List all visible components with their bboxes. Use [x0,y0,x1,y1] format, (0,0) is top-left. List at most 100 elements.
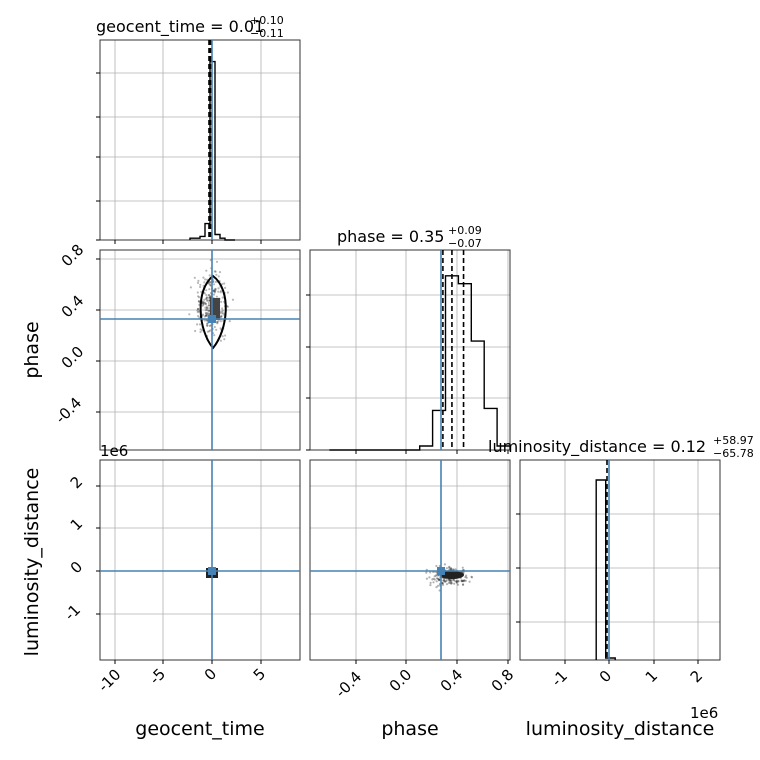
sample-point [196,309,199,312]
title-geocent-time-plus: +0.10 [250,14,284,27]
sample-point [207,310,210,313]
sample-point [203,319,206,322]
sample-point [207,313,210,316]
sample-point [199,283,202,286]
sample-point [215,328,218,331]
sample-point [188,313,191,316]
sample-point [455,580,458,583]
sample-point [206,324,209,327]
truth-point-ld-geocent [208,567,216,575]
sample-point [462,580,465,583]
sample-point [207,301,210,305]
sample-point [214,288,217,291]
yticks-ld-vs-geocent [96,485,100,615]
sample-point [450,582,453,585]
sample-point [443,579,446,582]
sample-point [197,295,200,298]
frame-phase-hist [309,249,511,451]
sample-point [460,580,463,583]
title-geocent-time-minus: −0.11 [250,27,284,40]
sample-point [196,307,199,311]
sample-point [429,571,432,574]
sample-point [432,581,435,584]
sample-point [221,296,224,299]
grid-phase-hist [310,250,510,450]
sample-point [464,576,467,579]
title-luminosity-distance: luminosity_distance = 0.12 [488,437,706,457]
sample-point [201,314,204,317]
ytick-phase-0.4: 0.4 [58,292,88,322]
offset-label-ld-y: 1e6 [100,442,128,460]
xtick-phase--0.4: -0.4 [332,668,365,701]
xtick-ld-2: 2 [687,667,706,686]
offset-label-ld-x: 1e6 [690,704,718,722]
sample-point [223,338,226,341]
sample-point [216,322,219,325]
sample-point [468,580,471,583]
sample-point [206,330,209,333]
sample-point [448,579,451,583]
sample-point [197,300,200,303]
sample-point [220,310,223,313]
histogram-phase [329,275,511,451]
sample-point [213,334,216,337]
sample-point [214,287,217,290]
yticks-geocent-time-hist [96,72,100,241]
sample-point [436,577,439,580]
sample-point [453,579,456,582]
sample-point [217,287,220,290]
truth-point-phase-geocent [208,315,216,323]
sample-point [206,307,209,310]
sample-point [209,324,212,327]
sample-point [226,291,229,294]
sample-point [425,571,428,574]
sample-point [202,276,205,279]
panel-geocent-time-hist [96,39,301,244]
sample-point [449,567,453,570]
title-phase-minus: −0.07 [448,237,482,250]
sample-point [208,330,211,333]
title-geocent-time: geocent_time = 0.01 [96,17,264,37]
sample-point [219,327,222,330]
sample-point [470,575,473,578]
sample-point [447,578,450,581]
sample-point [449,581,452,585]
sample-point [206,324,209,327]
sample-point [205,314,208,317]
sample-point [432,577,435,580]
histogram-geocent-time [189,60,235,241]
sample-point [213,291,216,294]
sample-point [221,307,224,310]
ytick-ld-2: 2 [67,473,86,492]
sample-point [219,291,222,294]
sample-point [196,281,200,284]
sample-point [447,578,450,581]
sample-point [441,582,445,585]
sample-point [456,583,460,586]
sample-point [208,274,211,277]
sample-point [199,330,202,334]
sample-point [215,320,219,323]
sample-point [437,578,440,581]
sample-point [428,576,431,579]
sample-point [434,574,437,577]
sample-point [447,581,450,585]
sample-point [464,579,467,582]
sample-point [204,302,207,305]
quantile-lines-geocent-time [208,40,212,240]
sample-point [193,276,196,279]
sample-point [465,574,468,577]
sample-point [206,312,209,315]
sample-point [221,312,224,315]
xlabel-phase: phase [381,718,438,740]
sample-point [452,568,455,571]
sample-point [454,568,457,571]
xticks-ld-vs-geocent [114,660,262,664]
sample-point [221,335,224,338]
sample-point [433,575,436,578]
sample-point [208,281,211,284]
sample-point [435,564,438,568]
frame-ld-hist [519,459,721,661]
sample-point [213,290,216,293]
